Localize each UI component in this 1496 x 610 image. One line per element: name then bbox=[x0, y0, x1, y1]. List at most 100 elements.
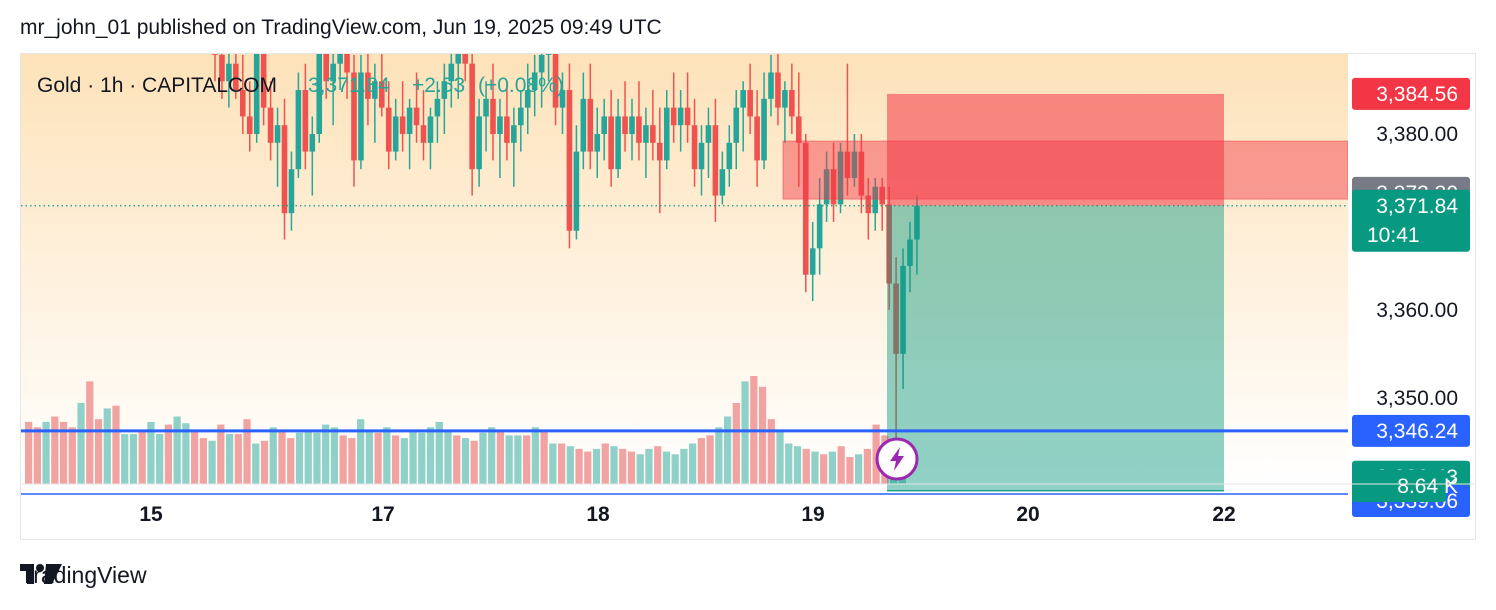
volume-bar bbox=[837, 446, 845, 484]
volume-bar bbox=[514, 435, 522, 484]
candle-body bbox=[226, 63, 232, 82]
drawing-layer bbox=[21, 93, 1349, 495]
candle-body bbox=[754, 116, 760, 161]
candle-body bbox=[684, 107, 691, 126]
volume-bar bbox=[662, 451, 671, 484]
time-tick-label: 22 bbox=[1212, 503, 1235, 526]
volume-bar bbox=[173, 416, 181, 484]
volume-bar bbox=[732, 403, 740, 484]
candle-layer bbox=[212, 54, 920, 460]
candle-body bbox=[622, 116, 628, 135]
candle-body bbox=[427, 116, 434, 143]
volume-bar bbox=[811, 451, 819, 484]
price-scale[interactable]: 3,380.003,360.003,350.003,384.563,373.30… bbox=[1348, 54, 1476, 518]
volume-bar bbox=[592, 448, 601, 484]
candle-body bbox=[358, 72, 364, 161]
candle-body bbox=[538, 54, 545, 73]
candle-body bbox=[483, 98, 489, 117]
countdown-label: 10:41 bbox=[1367, 224, 1420, 247]
volume-bar bbox=[234, 434, 242, 484]
volume-bar bbox=[654, 446, 662, 484]
volume-bar bbox=[374, 432, 382, 484]
candle-body bbox=[219, 54, 225, 82]
volume-bar bbox=[112, 405, 120, 484]
candle-body bbox=[816, 204, 823, 249]
candle-body bbox=[886, 204, 892, 284]
volume-bar bbox=[182, 423, 190, 484]
volume-bar bbox=[278, 430, 286, 484]
time-tick-label: 20 bbox=[1016, 503, 1039, 526]
legend-change: +2.53 bbox=[412, 74, 465, 97]
price-tick-label: 3,350.00 bbox=[1376, 387, 1458, 410]
volume-bar bbox=[191, 430, 199, 484]
price-label-text: 3,384.56 bbox=[1376, 83, 1458, 106]
volume-bar bbox=[339, 435, 347, 484]
candle-body bbox=[288, 169, 295, 214]
volume-bar bbox=[855, 454, 863, 484]
chart-legend: Gold · 1h · CAPITALCOM 3,371.84 +2.53 (+… bbox=[37, 74, 564, 97]
lightning-icon bbox=[890, 447, 904, 471]
publish-header: mr_john_01 published on TradingView.com,… bbox=[20, 16, 662, 39]
candle-body bbox=[476, 116, 482, 170]
candle-body bbox=[858, 151, 865, 196]
candle-body bbox=[316, 54, 323, 135]
position-stop-zone bbox=[887, 93, 1224, 206]
volume-bar bbox=[584, 451, 592, 484]
chart-area[interactable]: 3,380.003,360.003,350.003,384.563,373.30… bbox=[20, 53, 1476, 540]
price-tick-label: 3,380.00 bbox=[1376, 123, 1458, 146]
volume-bar bbox=[549, 443, 557, 484]
price-label-text: 8.64 K bbox=[1397, 475, 1458, 498]
volume-bar bbox=[94, 419, 103, 484]
candle-body bbox=[351, 72, 357, 161]
price-tick-label: 3,360.00 bbox=[1376, 299, 1458, 322]
volume-bar bbox=[164, 424, 173, 484]
candle-body bbox=[872, 186, 879, 214]
candle-body bbox=[837, 151, 844, 205]
candle-body bbox=[566, 90, 573, 231]
candle-body bbox=[802, 142, 809, 275]
candle-body bbox=[233, 63, 239, 91]
volume-bar bbox=[138, 430, 146, 484]
volume-bar bbox=[330, 427, 339, 484]
volume-bar bbox=[86, 381, 94, 484]
volume-bar bbox=[820, 454, 828, 484]
candle-body bbox=[830, 169, 837, 205]
volume-bar bbox=[409, 430, 417, 484]
legend-price: 3,371.84 bbox=[308, 74, 390, 97]
candle-body bbox=[789, 90, 795, 117]
candle-body bbox=[441, 81, 448, 99]
candle-body bbox=[719, 169, 726, 196]
candle-body bbox=[448, 63, 455, 82]
volume-bar bbox=[25, 421, 33, 484]
candle-body bbox=[392, 116, 399, 152]
volume-bar bbox=[59, 421, 68, 484]
candle-body bbox=[636, 116, 642, 143]
volume-bar bbox=[523, 435, 531, 484]
candle-body bbox=[670, 107, 677, 126]
volume-bar bbox=[846, 457, 854, 484]
candle-body bbox=[782, 90, 788, 108]
candle-body bbox=[657, 142, 663, 161]
lightning-button[interactable] bbox=[875, 437, 919, 481]
candle-body bbox=[768, 72, 774, 99]
volume-bar bbox=[671, 454, 679, 484]
candle-body bbox=[705, 125, 712, 143]
time-scale[interactable]: 15 17 18 19 20 22 bbox=[21, 483, 1476, 526]
candle-body bbox=[851, 151, 858, 178]
volume-bar bbox=[785, 443, 793, 484]
candle-body bbox=[914, 205, 920, 240]
candle-body bbox=[295, 90, 302, 170]
candle-body bbox=[552, 54, 559, 108]
volume-bar bbox=[453, 435, 461, 484]
candle-body bbox=[761, 98, 767, 161]
candle-body bbox=[775, 72, 781, 108]
volume-bar bbox=[496, 430, 505, 484]
volume-bar bbox=[269, 427, 277, 484]
volume-bar bbox=[252, 443, 260, 484]
volume-bar bbox=[697, 438, 705, 484]
candle-body bbox=[518, 107, 524, 126]
price-chart[interactable]: 3,380.003,360.003,350.003,384.563,373.30… bbox=[21, 54, 1476, 540]
volume-bar bbox=[706, 435, 714, 484]
volume-bar bbox=[348, 438, 356, 484]
candle-body bbox=[587, 98, 594, 152]
